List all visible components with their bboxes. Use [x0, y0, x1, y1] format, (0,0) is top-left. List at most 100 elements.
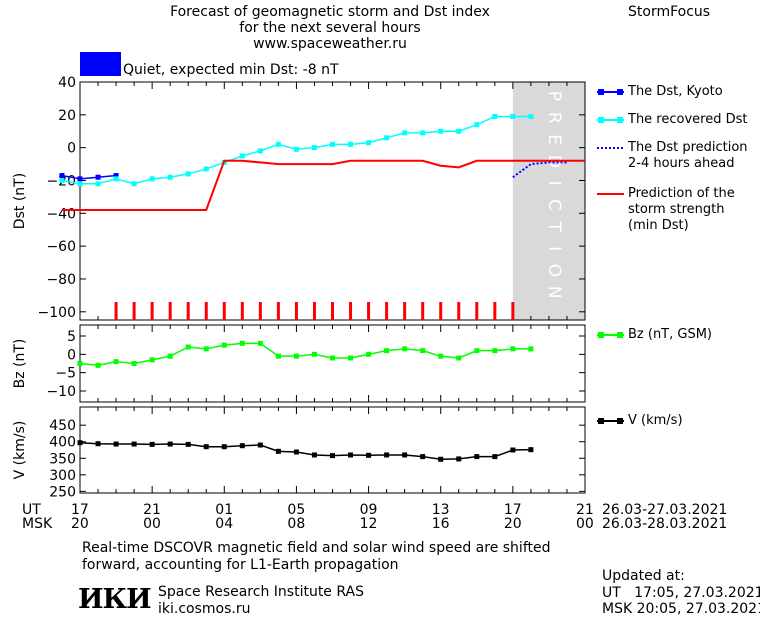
msk-tick-label: 00 [143, 516, 161, 532]
data-point [510, 447, 516, 453]
series-line [79, 342, 531, 367]
msk-tick-label: 00 [576, 516, 594, 532]
prediction-letter: I [544, 246, 564, 251]
panel-frame [79, 406, 586, 494]
msk-tick-label: 08 [287, 516, 306, 532]
data-point [239, 443, 245, 449]
data-point [149, 176, 155, 182]
data-point [59, 177, 65, 183]
data-point [77, 176, 83, 182]
data-point [492, 454, 498, 460]
series-line [79, 441, 531, 461]
data-point [275, 448, 281, 454]
y-tick-label: 250 [49, 484, 76, 500]
data-point [185, 344, 191, 350]
legend-marker [598, 89, 604, 95]
series-line [61, 159, 585, 212]
y-tick-label: 450 [49, 418, 76, 434]
data-point [167, 441, 173, 447]
ut-tick-label: 17 [503, 502, 522, 518]
iki-logo: ИКИ [78, 584, 152, 615]
y-tick-label: 40 [58, 75, 76, 91]
status-label: Quiet, expected min Dst: -8 nT [123, 62, 339, 78]
data-point [131, 181, 137, 187]
y-tick-label: 0 [67, 141, 76, 157]
data-point [438, 353, 444, 359]
msk-tick-label: 12 [359, 516, 378, 532]
prediction-letter: I [544, 181, 564, 186]
data-point [239, 340, 245, 346]
data-point [366, 140, 372, 146]
data-point [113, 173, 119, 179]
data-point [420, 130, 426, 136]
data-point [257, 148, 263, 154]
legend-entry: Prediction of the storm strength (min Ds… [628, 186, 735, 233]
data-point [330, 355, 335, 361]
msk-date-range: 26.03-28.03.2021 [602, 516, 728, 532]
footer-note-line2: forward, accounting for L1-Earth propaga… [82, 557, 399, 573]
data-point [510, 113, 516, 119]
data-point [95, 362, 101, 368]
data-point [402, 452, 408, 458]
y-tick-label: 400 [49, 435, 76, 451]
msk-axis-label: MSK [22, 516, 53, 532]
y-tick-label: −60 [46, 239, 76, 255]
data-point [59, 173, 65, 179]
msk-tick-label: 20 [503, 516, 522, 532]
prediction-letter: N [544, 286, 564, 299]
chart-title-line1: Forecast of geomagnetic storm and Dst in… [170, 4, 490, 20]
msk-tick-label: 04 [215, 516, 234, 532]
chart-title-line2: for the next several hours [239, 20, 421, 36]
source-url[interactable]: www.spaceweather.ru [253, 36, 407, 52]
y-axis-label: Dst (nT) [12, 173, 28, 229]
data-point [348, 452, 354, 458]
prediction-letter: O [544, 264, 564, 277]
data-point [293, 146, 299, 152]
data-point [528, 346, 534, 352]
data-point [185, 441, 191, 447]
data-point [221, 342, 227, 348]
data-point [221, 444, 227, 450]
y-tick-label: −80 [46, 272, 76, 288]
data-point [149, 441, 155, 447]
ut-tick-label: 05 [287, 502, 306, 518]
data-point [203, 166, 209, 172]
data-point [474, 348, 480, 354]
data-point [131, 441, 137, 447]
data-point [95, 441, 101, 447]
data-point [257, 340, 263, 346]
ut-axis-label: UT [22, 502, 41, 518]
data-point [257, 442, 263, 448]
data-point [95, 181, 101, 187]
y-tick-label: −40 [46, 206, 76, 222]
footer-note-line1: Real-time DSCOVR magnetic field and sola… [82, 540, 551, 556]
ut-tick-label: 21 [576, 502, 594, 518]
updated-msk: MSK 20:05, 27.03.2021 [602, 601, 760, 617]
data-point [95, 174, 101, 180]
data-point [402, 346, 408, 352]
prediction-letter: P [544, 91, 564, 101]
data-point [474, 454, 480, 460]
updated-ut: UT 17:05, 27.03.2021 [602, 585, 760, 601]
data-point [293, 353, 299, 359]
data-point [185, 171, 191, 177]
data-point [510, 346, 516, 352]
data-point [113, 359, 119, 365]
legend-entry: Bz (nT, GSM) [628, 327, 713, 342]
data-point [149, 357, 155, 363]
data-point [203, 346, 209, 352]
data-point [384, 135, 390, 141]
data-point [456, 355, 462, 361]
institute-site[interactable]: iki.cosmos.ru [158, 601, 251, 617]
legend-marker [598, 117, 604, 123]
data-point [311, 145, 317, 151]
data-point [456, 128, 462, 134]
legend-marker [598, 332, 604, 338]
data-point [420, 348, 426, 354]
ut-tick-label: 17 [71, 502, 89, 518]
ut-tick-label: 13 [431, 502, 450, 518]
panel-frame [79, 81, 586, 321]
y-tick-label: 0 [67, 347, 76, 363]
institute-name: Space Research Institute RAS [158, 584, 364, 600]
msk-tick-label: 16 [431, 516, 450, 532]
